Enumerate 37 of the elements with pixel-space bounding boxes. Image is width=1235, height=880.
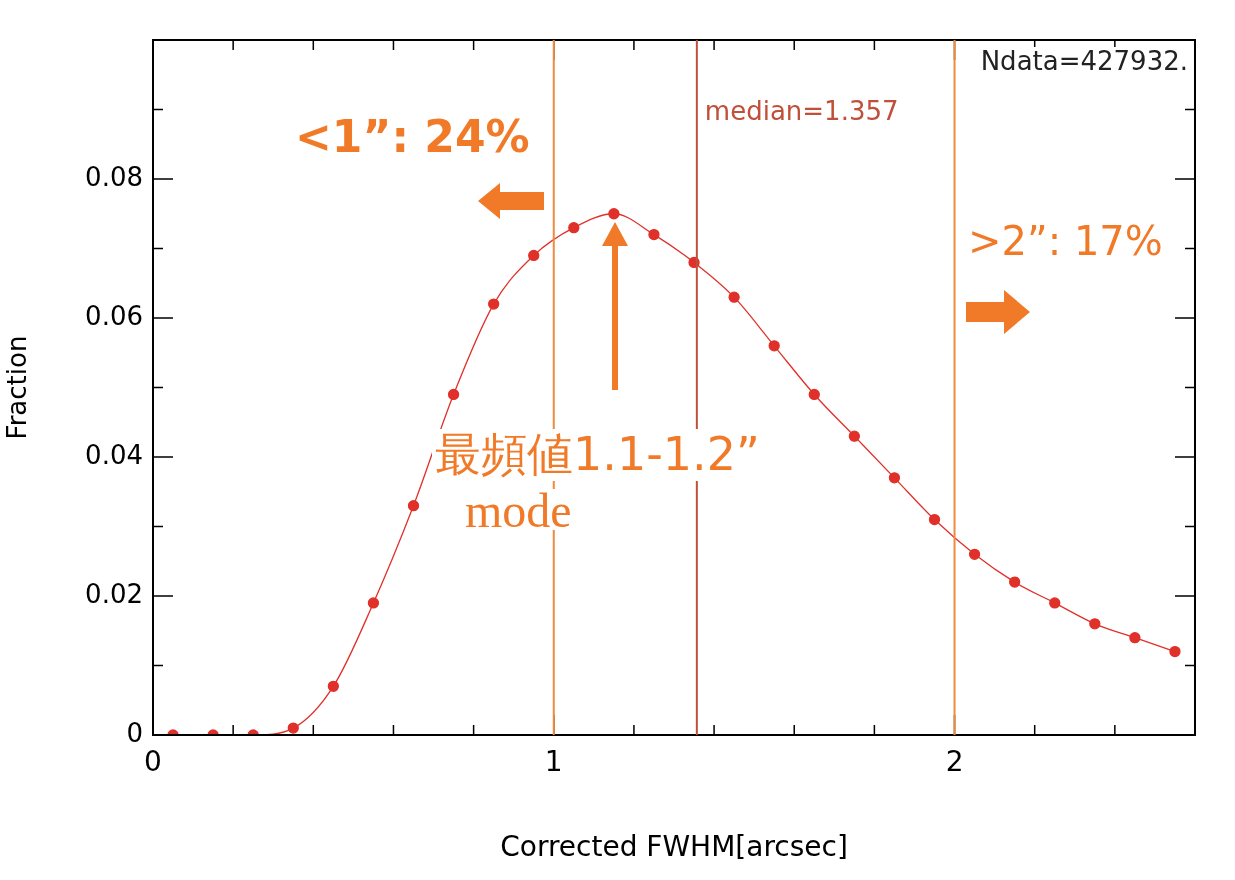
point (407, 500, 420, 512)
point (1089, 618, 1101, 630)
annotation: Ndata=427932. (980, 46, 1188, 76)
x-tick-label: 2 (945, 745, 964, 779)
ref-line-label: median=1.357 (704, 96, 899, 126)
point (1169, 645, 1181, 658)
point (808, 388, 820, 401)
x-axis-title: Corrected FWHM[arcsec] (500, 830, 848, 864)
annotation: >2”: 17% (968, 218, 1163, 264)
point (1049, 597, 1061, 609)
point (928, 513, 941, 526)
point (327, 680, 339, 692)
point (447, 388, 460, 401)
y-tick-label: 0.06 (85, 300, 143, 331)
point (1129, 632, 1141, 644)
point (488, 298, 500, 310)
point (968, 548, 981, 560)
point (848, 430, 860, 442)
point (888, 472, 901, 484)
annotation: mode (465, 484, 572, 537)
y-tick-label: 0.02 (85, 578, 143, 609)
y-tick-label: 0 (126, 717, 143, 748)
point (287, 722, 299, 734)
point (728, 291, 740, 303)
y-axis-title: Fraction (2, 335, 33, 440)
point (768, 340, 780, 352)
point (608, 208, 620, 220)
point (367, 597, 380, 609)
y-tick-label: 0.08 (85, 161, 143, 192)
annotation: <1”: 24% (295, 111, 530, 162)
point (568, 222, 580, 234)
point (1009, 576, 1021, 588)
point (648, 228, 660, 241)
point (528, 249, 540, 262)
x-tick-label: 1 (544, 745, 563, 779)
annotation: 最頻値1.1-1.2” (435, 427, 760, 481)
y-tick-label: 0.04 (85, 439, 143, 470)
